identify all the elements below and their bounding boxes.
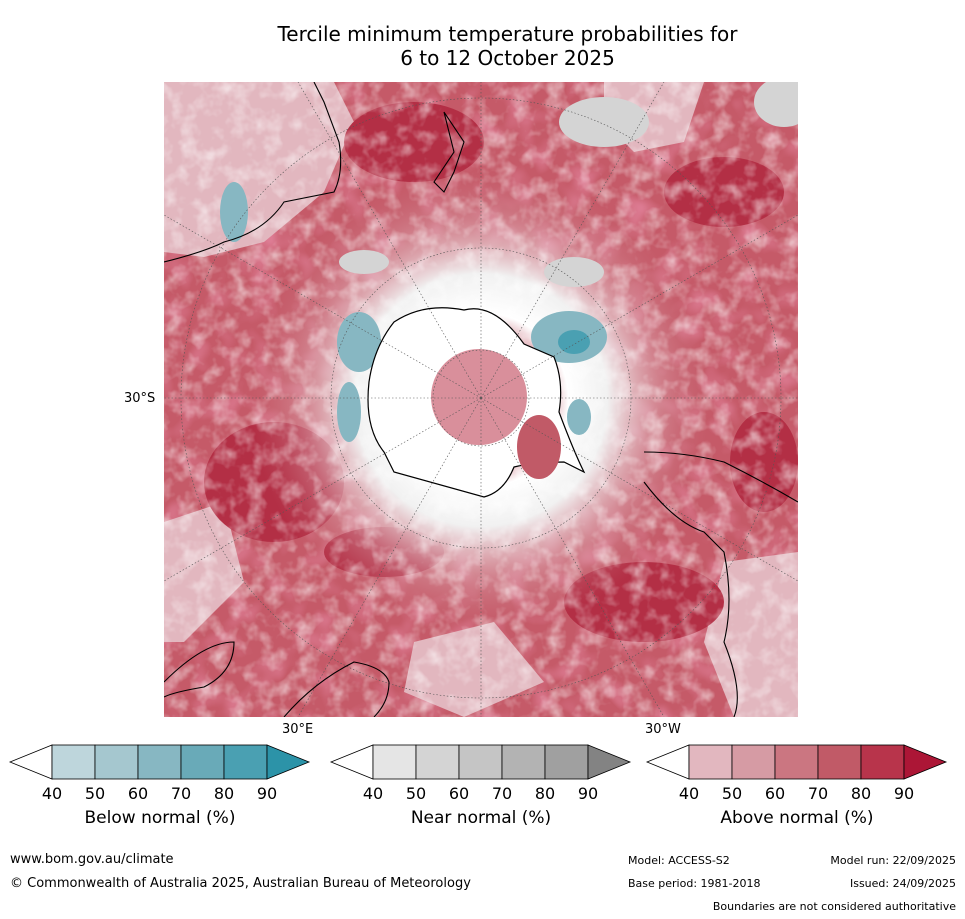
colorbar-below-normal: 40 50 60 70 80 90 Below normal (%): [8, 744, 311, 854]
colorbar-above-normal-title: Above normal (%): [720, 808, 874, 828]
model-text: Model: ACCESS-S2: [628, 854, 730, 867]
below-normal-tick-40: 40: [41, 784, 63, 803]
title-line-2: 6 to 12 October 2025: [400, 46, 615, 70]
madagascar-coast: [283, 661, 390, 717]
australia-coast: [164, 82, 342, 263]
model-run-text: Model run: 22/09/2025: [830, 854, 956, 867]
below-normal-tick-60: 60: [127, 784, 149, 803]
disclaimer-text: Boundaries are not considered authoritat…: [712, 900, 956, 913]
lat-label-30s: 30°S: [124, 391, 156, 406]
above-normal-tick-50: 50: [721, 784, 743, 803]
colorbar-near-normal-swatches: [329, 744, 632, 780]
above-normal-swatch-80: [860, 744, 905, 780]
below-normal-core: [558, 330, 590, 354]
below-normal-tick-70: 70: [170, 784, 192, 803]
probability-map: [164, 82, 798, 717]
below-normal-swatch-70: [180, 744, 225, 780]
colorbar-near-normal: 40 50 60 70 80 90 Near normal (%): [329, 744, 632, 854]
above-normal-extension-high: [903, 744, 948, 780]
near-normal-tick-50: 50: [405, 784, 427, 803]
below-normal-tick-90: 90: [256, 784, 278, 803]
below-normal-extension-high: [266, 744, 311, 780]
near-normal-tick-70: 70: [491, 784, 513, 803]
website-link[interactable]: www.bom.gov.au/climate: [10, 852, 174, 867]
near-normal-swatch-70: [501, 744, 546, 780]
south-america-coast: [643, 451, 798, 503]
near-normal-extension-high: [587, 744, 632, 780]
above-normal-swatch-50: [731, 744, 776, 780]
new-zealand-coast: [433, 111, 465, 193]
graticule: [164, 82, 798, 717]
above-normal-swatch-40: [688, 744, 733, 780]
lon-label-30w: 30°W: [645, 722, 681, 737]
near-normal-tick-40: 40: [362, 784, 384, 803]
near-normal-tick-90: 90: [577, 784, 599, 803]
issued-text: Issued: 24/09/2025: [849, 877, 956, 890]
chart-title: Tercile minimum temperature probabilitie…: [0, 22, 965, 70]
above-normal-tick-90: 90: [893, 784, 915, 803]
colorbar-above-normal-swatches: [645, 744, 948, 780]
above-normal-swatch-60: [774, 744, 819, 780]
colorbar-above-normal: 40 50 60 70 80 90 Above normal (%): [645, 744, 948, 854]
base-period-text: Base period: 1981-2018: [628, 877, 761, 890]
africa-coast: [164, 641, 235, 698]
above-normal-tick-40: 40: [678, 784, 700, 803]
above-normal-extension-low: [645, 744, 690, 780]
grey-patches: [339, 82, 798, 287]
near-normal-extension-low: [329, 744, 374, 780]
below-normal-tick-50: 50: [84, 784, 106, 803]
near-normal-tick-60: 60: [448, 784, 470, 803]
peninsula-anomaly: [517, 415, 561, 479]
above-normal-swatch-70: [817, 744, 862, 780]
copyright-text: © Commonwealth of Australia 2025, Austra…: [10, 876, 471, 891]
below-normal-swatch-50: [94, 744, 139, 780]
colorbar-below-normal-swatches: [8, 744, 311, 780]
below-normal-swatch-60: [137, 744, 182, 780]
coastlines: [164, 82, 798, 717]
near-normal-swatch-60: [458, 744, 503, 780]
map-canvas: [164, 82, 798, 717]
near-normal-swatch-50: [415, 744, 460, 780]
lon-label-30e: 30°E: [282, 722, 314, 737]
above-normal-tick-70: 70: [807, 784, 829, 803]
below-normal-swatch-40: [51, 744, 96, 780]
colorbar-near-normal-title: Near normal (%): [410, 808, 552, 828]
near-normal-swatch-80: [544, 744, 589, 780]
title-line-1: Tercile minimum temperature probabilitie…: [277, 22, 738, 46]
pole-anomaly: [431, 349, 527, 445]
below-normal-tick-80: 80: [213, 784, 235, 803]
below-normal-patches: [220, 182, 607, 442]
south-america-east-coast: [643, 481, 738, 717]
below-normal-extension-low: [8, 744, 53, 780]
near-normal-tick-80: 80: [534, 784, 556, 803]
below-normal-swatch-80: [223, 744, 268, 780]
near-normal-swatch-40: [372, 744, 417, 780]
above-normal-tick-80: 80: [850, 784, 872, 803]
above-normal-tick-60: 60: [764, 784, 786, 803]
colorbar-below-normal-title: Below normal (%): [84, 808, 236, 828]
